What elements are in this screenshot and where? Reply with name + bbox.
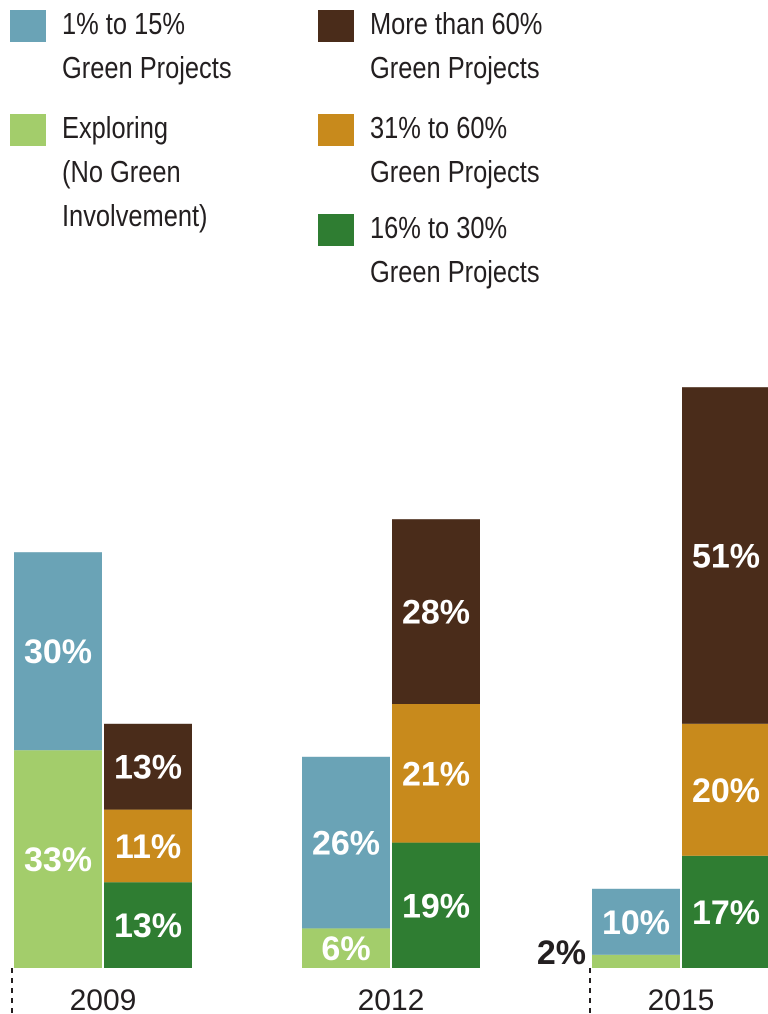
bar-exploring-2015	[592, 954, 680, 968]
data-label-thirty-one-to-sixty-2009: 11%	[115, 828, 181, 866]
data-label-sixteen-to-thirty-2015: 17%	[692, 894, 760, 932]
legend-swatch-31-to-60	[318, 114, 354, 146]
bar-one-to-fifteen-2015	[592, 888, 680, 955]
bar-exploring-2009	[14, 750, 102, 968]
data-label-sixteen-to-thirty-2012: 19%	[402, 887, 470, 925]
data-label-thirty-one-to-sixty-2015: 20%	[692, 772, 760, 810]
bar-more-than-sixty-2015	[682, 387, 768, 724]
legend-label-16-to-30: 16% to 30% Green Projects	[370, 210, 540, 289]
legend-label-31-to-60: 31% to 60% Green Projects	[370, 110, 540, 189]
x-tick-label-2009: 2009	[70, 984, 137, 1014]
legend-label-exploring: Exploring (No Green Involvement)	[62, 110, 208, 233]
legend-label-1-to-15: 1% to 15% Green Projects	[62, 6, 232, 85]
data-label-exploring-2009: 33%	[24, 841, 92, 879]
bar-thirty-one-to-sixty-2012	[392, 704, 480, 843]
data-label-exploring-2015: 2%	[537, 934, 586, 972]
bar-thirty-one-to-sixty-2009	[104, 809, 192, 883]
bar-sixteen-to-thirty-2012	[392, 842, 480, 968]
legend-swatch-16-to-30	[318, 214, 354, 246]
legend-label-more-than-60: More than 60% Green Projects	[370, 6, 543, 85]
data-label-more-than-sixty-2012: 28%	[402, 594, 470, 632]
data-label-exploring-2012: 6%	[321, 930, 370, 968]
bar-exploring-2012	[302, 928, 390, 968]
bar-one-to-fifteen-2012	[302, 756, 390, 929]
data-label-one-to-fifteen-2012: 26%	[312, 825, 380, 863]
bar-more-than-sixty-2009	[104, 723, 192, 810]
bar-sixteen-to-thirty-2015	[682, 855, 768, 968]
data-label-sixteen-to-thirty-2009: 13%	[114, 907, 182, 945]
legend-swatch-1-to-15	[10, 10, 46, 42]
bar-one-to-fifteen-2009	[14, 552, 102, 751]
data-label-thirty-one-to-sixty-2012: 21%	[402, 755, 470, 793]
bar-more-than-sixty-2012	[392, 519, 480, 704]
data-label-more-than-sixty-2015: 51%	[692, 538, 760, 576]
data-label-more-than-sixty-2009: 13%	[114, 749, 182, 787]
x-tick-label-2012: 2012	[358, 984, 425, 1014]
bar-sixteen-to-thirty-2009	[104, 882, 192, 968]
x-tick-label-2015: 2015	[648, 984, 715, 1014]
legend-swatch-exploring	[10, 114, 46, 146]
legend-swatch-more-than-60	[318, 10, 354, 42]
data-label-one-to-fifteen-2009: 30%	[24, 633, 92, 671]
bar-thirty-one-to-sixty-2015	[682, 723, 768, 856]
legend: 1% to 15% Green Projects Exploring (No G…	[0, 0, 768, 300]
data-label-one-to-fifteen-2015: 10%	[602, 904, 670, 942]
